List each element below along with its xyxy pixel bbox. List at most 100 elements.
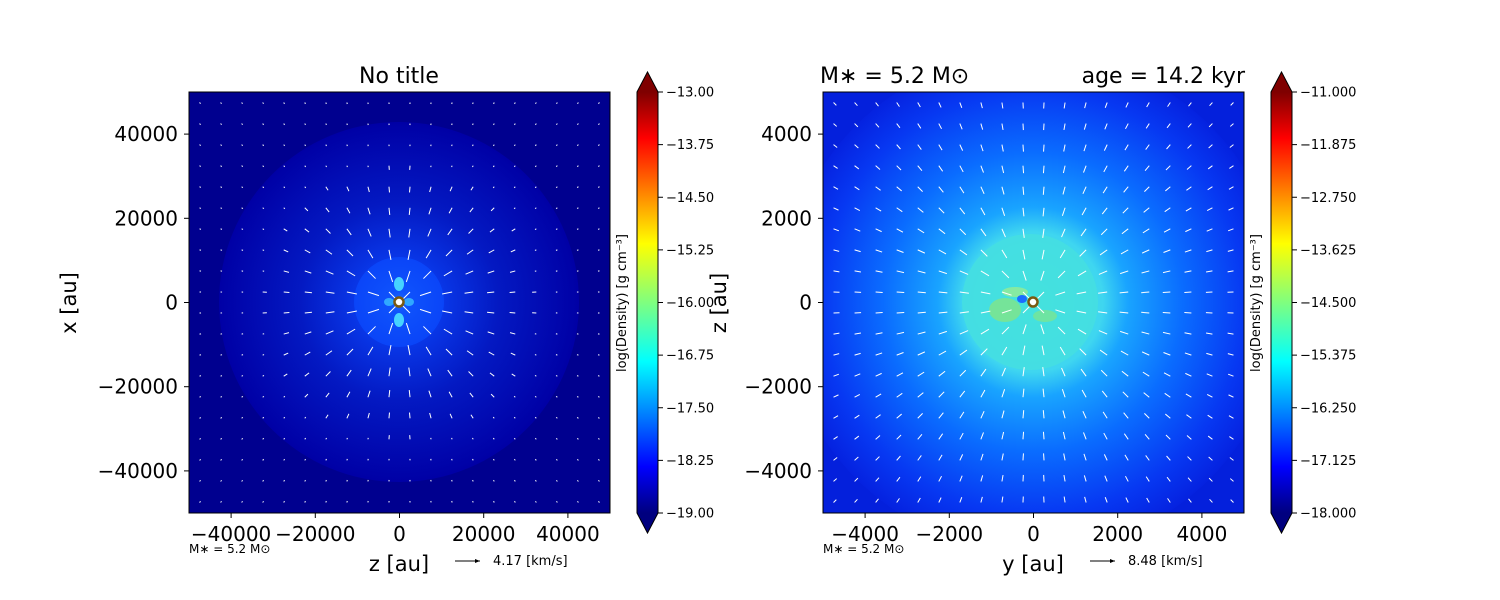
left-quiver-arrow xyxy=(534,354,537,356)
right-quiver-arrow xyxy=(854,394,861,398)
right-quiver-arrow xyxy=(854,102,858,107)
left-quiver-arrow xyxy=(325,392,330,398)
right-panel: M∗ = 5.2 M⊙ age = 14.2 kyr −4000 −2000 0 20… xyxy=(707,64,1356,576)
right-quiver-arrow xyxy=(1206,373,1213,377)
left-quiver-arrow xyxy=(346,186,350,192)
left-quiver-arrow xyxy=(304,144,306,147)
left-quiver-arrow xyxy=(241,165,244,168)
right-quiver-arrow xyxy=(1063,123,1066,131)
left-quiver-arrow xyxy=(448,207,453,214)
right-quiver-arrow xyxy=(959,207,966,215)
left-quiver-arrow xyxy=(511,373,516,377)
left-quiver-arrow xyxy=(220,123,222,125)
right-quiver-arrow xyxy=(833,457,838,461)
left-quiver-arrow xyxy=(509,332,516,335)
right-quiver-arrow xyxy=(1042,207,1045,217)
left-quiver-arrow xyxy=(493,458,495,461)
right-quiver-arrow xyxy=(896,291,905,294)
left-quiver-arrow xyxy=(199,144,202,146)
right-colorbar-tick-label: −15.375 xyxy=(1300,349,1356,364)
left-quiver-arrow xyxy=(241,479,243,482)
right-quiver-arrow xyxy=(938,207,945,214)
left-quiver-arrow xyxy=(419,308,432,314)
right-quiver-arrow xyxy=(938,311,948,314)
right-quiver-arrow xyxy=(854,249,861,253)
left-quiver-arrow xyxy=(576,144,579,146)
right-quiver-arrow xyxy=(875,144,880,149)
right-x-tick-label: 4000 xyxy=(1176,522,1227,546)
left-x-tick-label: 40000 xyxy=(536,522,600,546)
right-quiver-arrow xyxy=(917,392,924,398)
left-quiver-arrow xyxy=(597,207,600,209)
right-quiver-arrow xyxy=(1098,330,1108,335)
right-quiver-arrow xyxy=(833,499,837,503)
right-quiver-arrow xyxy=(1184,249,1192,253)
right-quiver-arrow xyxy=(1227,228,1234,232)
left-quiver-arrow xyxy=(283,479,285,482)
right-quiver-arrow xyxy=(1022,410,1025,419)
right-quiver-arrow xyxy=(1022,186,1025,195)
right-quiver-arrow xyxy=(1061,207,1066,217)
right-quiver-arrow xyxy=(1036,291,1045,300)
left-quiver-arrow xyxy=(465,270,474,275)
left-x-tick-label: −40000 xyxy=(191,522,271,546)
left-quiver-arrow xyxy=(367,346,374,356)
right-quiver-arrow xyxy=(1042,410,1045,419)
right-quiver-arrow xyxy=(1144,434,1150,440)
right-quiver-arrow xyxy=(959,411,965,419)
left-quiver-arrow xyxy=(283,144,286,147)
right-quiver-arrow xyxy=(1100,369,1108,377)
left-quiver-arrow xyxy=(199,207,202,209)
left-quiver-arrow xyxy=(447,228,453,236)
left-quiver-arrow xyxy=(597,165,600,167)
right-quiver-arrow xyxy=(1083,165,1087,173)
right-quiver-arrow xyxy=(1001,270,1010,279)
left-quiver-arrow xyxy=(199,501,201,503)
left-quiver-arrow xyxy=(262,123,264,126)
right-quiver-arrow xyxy=(1122,207,1129,214)
right-quiver-arrow xyxy=(1186,165,1192,170)
right-quiver-arrow xyxy=(1104,496,1108,503)
right-quiver-arrow xyxy=(1188,498,1192,503)
left-quiver-arrow xyxy=(470,186,474,191)
right-quiver-arrow xyxy=(875,207,882,212)
right-quiver-arrow xyxy=(854,435,860,440)
right-quiver-arrow xyxy=(1145,476,1150,482)
left-quiver-arrow xyxy=(241,228,244,230)
right-quiver-arrow xyxy=(1227,353,1234,356)
right-quiver-arrow xyxy=(1162,270,1171,274)
right-quiver-arrow xyxy=(1208,123,1213,128)
left-x-tick-label: −20000 xyxy=(275,522,355,546)
right-quiver-arrow xyxy=(1022,305,1031,314)
right-quiver-arrow xyxy=(1061,388,1066,398)
left-quiver-arrow xyxy=(423,270,432,279)
left-quiver-arrow xyxy=(423,326,432,335)
left-quiver-arrow xyxy=(199,396,202,398)
left-quiver-arrow xyxy=(262,395,265,398)
left-quiver-arrow xyxy=(409,412,411,419)
right-quiver-arrow xyxy=(980,123,984,130)
right-quiver-arrow xyxy=(1163,228,1171,233)
right-quiver-arrow xyxy=(1123,186,1129,193)
right-quiver-arrow xyxy=(1229,123,1234,127)
left-quiver-arrow xyxy=(388,207,391,215)
right-quiver-arrow xyxy=(875,352,883,356)
right-x-tick-label: −2000 xyxy=(915,522,983,546)
left-quiver-arrow xyxy=(470,414,474,419)
right-x-tick-label: −4000 xyxy=(831,522,899,546)
left-quiver-arrow xyxy=(262,249,265,251)
left-quiver-arrow xyxy=(577,102,579,104)
right-quiver-arrow xyxy=(1228,394,1234,398)
left-quiver-arrow xyxy=(325,500,327,503)
right-quiver-arrow xyxy=(875,270,883,273)
left-quiver-arrow xyxy=(367,228,372,237)
left-quiver-arrow xyxy=(466,350,474,356)
left-quiver-arrow xyxy=(220,102,222,104)
left-quiver-arrow xyxy=(555,144,558,147)
left-quiver-arrow xyxy=(367,308,380,314)
right-quiver-arrow xyxy=(1229,478,1234,482)
right-quiver-arrow xyxy=(980,348,988,356)
left-quiver-arrow xyxy=(451,165,453,168)
right-quiver-arrow xyxy=(959,186,965,194)
left-quiver-arrow xyxy=(449,413,453,419)
